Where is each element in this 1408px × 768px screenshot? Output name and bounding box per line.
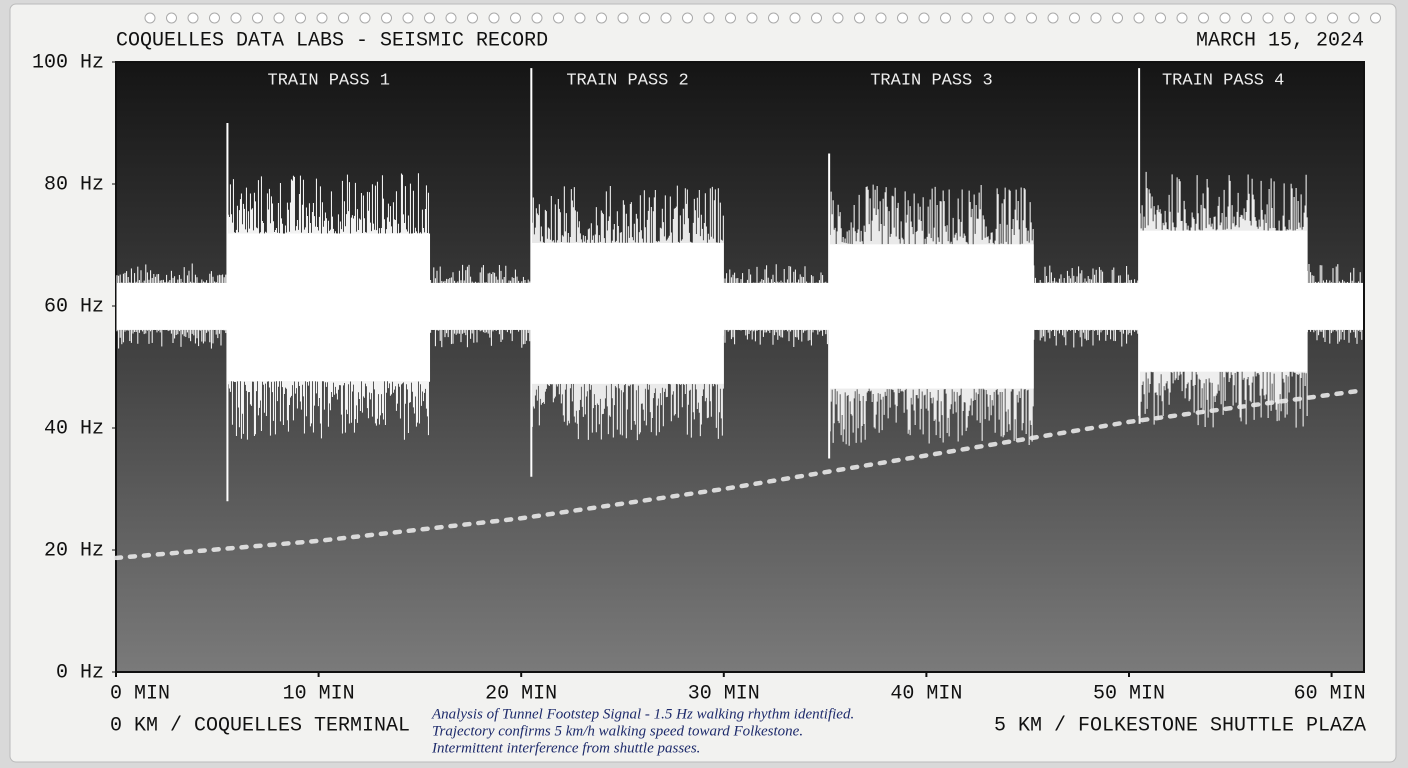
- hole: [897, 12, 908, 24]
- hole: [553, 12, 564, 24]
- hole: [1176, 12, 1188, 24]
- hole: [875, 12, 887, 24]
- note-line: Analysis of Tunnel Footstep Signal - 1.5…: [431, 706, 854, 722]
- hole: [510, 12, 521, 24]
- train-pass: [226, 173, 431, 440]
- hole: [725, 12, 736, 24]
- hole: [1327, 12, 1338, 24]
- hole: [961, 12, 973, 24]
- hole: [1026, 12, 1037, 24]
- hole: [1198, 12, 1209, 24]
- hole: [832, 12, 844, 24]
- hole: [166, 12, 177, 24]
- train-pass: [1138, 171, 1308, 428]
- hole: [940, 12, 951, 24]
- hole: [295, 12, 306, 24]
- x-tick-label: 50 MIN: [1093, 682, 1165, 705]
- hole: [854, 12, 865, 24]
- train-pass: [828, 184, 1034, 446]
- hole: [144, 12, 156, 24]
- hole: [338, 12, 349, 24]
- x-tick-label: 20 MIN: [485, 682, 557, 705]
- hole: [918, 12, 930, 24]
- hole: [445, 12, 457, 24]
- hole: [1004, 12, 1016, 24]
- hole: [1305, 12, 1317, 24]
- y-tick-label: 0 Hz: [56, 661, 104, 684]
- hole: [1348, 12, 1360, 24]
- pass-label: TRAIN PASS 3: [870, 71, 992, 90]
- hole: [1262, 12, 1274, 24]
- hole: [488, 12, 500, 24]
- x-tick-label: 40 MIN: [890, 682, 962, 705]
- hole: [1047, 12, 1059, 24]
- hole: [1090, 12, 1102, 24]
- date: MARCH 15, 2024: [1196, 29, 1364, 52]
- y-tick-label: 60 Hz: [44, 295, 104, 318]
- hole: [359, 12, 371, 24]
- hole: [1241, 12, 1252, 24]
- hole: [682, 12, 693, 24]
- hole: [1219, 12, 1231, 24]
- y-tick-label: 100 Hz: [32, 51, 104, 74]
- y-tick-label: 80 Hz: [44, 173, 104, 196]
- hole: [316, 12, 328, 24]
- hole: [1155, 12, 1166, 24]
- y-tick-label: 40 Hz: [44, 417, 104, 440]
- hole: [811, 12, 822, 24]
- pass-label: TRAIN PASS 4: [1162, 71, 1284, 90]
- x-tick-label: 10 MIN: [283, 682, 355, 705]
- hole: [252, 12, 263, 24]
- trajectory: [113, 387, 1367, 561]
- hole: [1069, 12, 1080, 24]
- hole: [789, 12, 801, 24]
- hole: [381, 12, 392, 24]
- hole: [467, 12, 478, 24]
- hole: [596, 12, 607, 24]
- perforation: [144, 12, 1381, 24]
- note-line: Intermittent interference from shuttle p…: [431, 740, 700, 756]
- x-tick-label: 30 MIN: [688, 682, 760, 705]
- hole: [531, 12, 543, 24]
- hole: [273, 12, 285, 24]
- x-end-label: 5 KM / FOLKESTONE SHUTTLE PLAZA: [994, 714, 1366, 737]
- y-tick-label: 20 Hz: [44, 539, 104, 562]
- hole: [424, 12, 435, 24]
- hole: [660, 12, 672, 24]
- x-tick-label: 0 MIN: [110, 682, 170, 705]
- hole: [402, 12, 414, 24]
- hole: [1370, 12, 1381, 24]
- chart-title: COQUELLES DATA LABS - SEISMIC RECORD: [116, 29, 548, 52]
- hole: [746, 12, 758, 24]
- hole: [230, 12, 242, 24]
- x-tick-label: 60 MIN: [1294, 682, 1366, 705]
- hole: [617, 12, 629, 24]
- hole: [768, 12, 779, 24]
- hole: [1133, 12, 1145, 24]
- pass-label: TRAIN PASS 2: [566, 71, 688, 90]
- pass-label: TRAIN PASS 1: [268, 71, 390, 90]
- hole: [639, 12, 650, 24]
- hole: [209, 12, 220, 24]
- hole: [187, 12, 199, 24]
- hole: [703, 12, 715, 24]
- hole: [574, 12, 586, 24]
- x-start-label: 0 KM / COQUELLES TERMINAL: [110, 714, 410, 737]
- hole: [1284, 12, 1295, 24]
- hole: [983, 12, 994, 24]
- hole: [1112, 12, 1123, 24]
- note-line: Trajectory confirms 5 km/h walking speed…: [432, 723, 803, 739]
